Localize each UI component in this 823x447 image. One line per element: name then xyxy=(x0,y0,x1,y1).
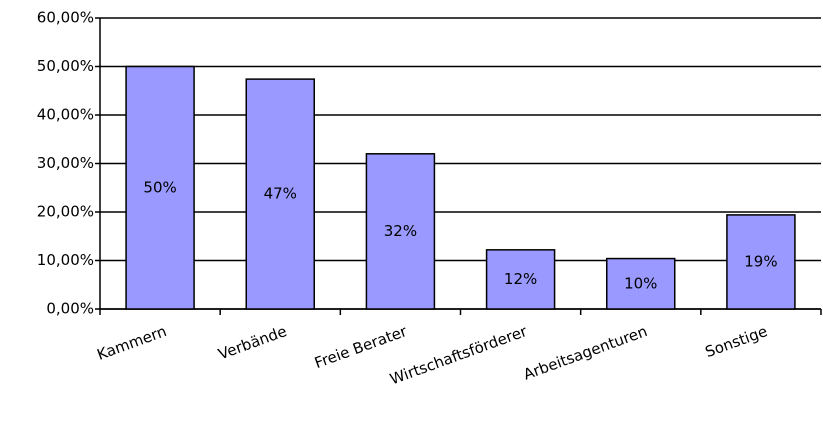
x-tick-label: Arbeitsagenturen xyxy=(521,322,650,384)
y-tick-label: 30,00% xyxy=(37,154,94,172)
x-tick-label: Sonstige xyxy=(703,322,770,361)
y-tick-label: 40,00% xyxy=(37,106,94,124)
value-label: 47% xyxy=(264,185,297,203)
value-label: 50% xyxy=(143,178,176,196)
x-tick-label: Verbände xyxy=(216,322,289,363)
bar xyxy=(125,65,195,310)
y-tick-label: 50,00% xyxy=(37,57,94,75)
bar xyxy=(485,249,556,310)
y-tick-label: 10,00% xyxy=(37,251,94,269)
y-tick-label: 60,00% xyxy=(37,9,94,27)
bar xyxy=(245,78,315,310)
x-tick-label: Wirtschaftsförderer xyxy=(388,322,531,389)
value-label: 10% xyxy=(624,274,657,292)
bar xyxy=(726,214,796,310)
bar xyxy=(606,257,676,310)
y-tick-label: 0,00% xyxy=(46,300,94,318)
bar xyxy=(365,153,436,310)
y-tick-label: 20,00% xyxy=(37,203,94,221)
value-label: 12% xyxy=(504,270,537,288)
value-label: 19% xyxy=(744,252,777,270)
value-label: 32% xyxy=(384,222,417,240)
x-tick-label: Freie Berater xyxy=(312,322,410,372)
x-tick-label: Kammern xyxy=(95,322,169,364)
